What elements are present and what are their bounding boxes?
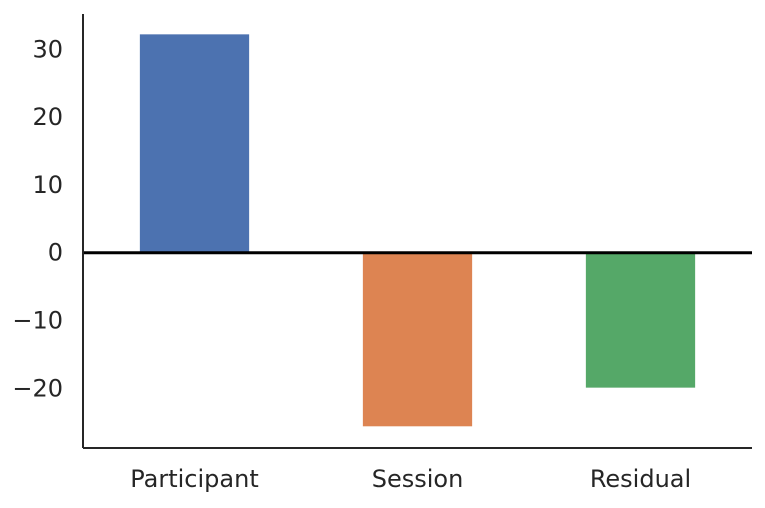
y-tick-label: −20 [12, 374, 63, 402]
bar-participant [139, 34, 250, 253]
x-tick-label: Participant [130, 465, 258, 493]
y-tick-labels: 30 20 10 0 −10 −20 [12, 35, 63, 402]
x-category-labels: Participant Session Residual [130, 465, 691, 493]
bars-group [139, 34, 696, 427]
y-tick-label: 30 [32, 35, 63, 63]
y-tick-label: 10 [32, 171, 63, 199]
x-tick-label: Session [372, 465, 464, 493]
bar-session [362, 252, 473, 427]
y-tick-label: 0 [48, 239, 63, 267]
y-tick-label: −10 [12, 307, 63, 335]
y-tick-label: 20 [32, 103, 63, 131]
bar-residual [585, 252, 696, 388]
x-tick-label: Residual [590, 465, 691, 493]
